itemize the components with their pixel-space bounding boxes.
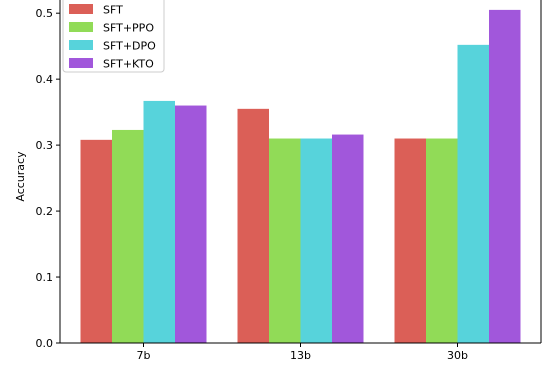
bar-sft-30b	[395, 139, 427, 343]
y-tick-label: 0.0	[36, 337, 54, 350]
legend-label: SFT	[103, 4, 123, 17]
legend-swatch	[69, 58, 93, 68]
bar-sft-7b	[81, 140, 113, 343]
legend: SFT SFT+PPO SFT+DPO SFT+KTO	[63, 0, 164, 72]
legend-label: SFT+KTO	[103, 58, 154, 71]
legend-label: SFT+PPO	[103, 22, 154, 35]
y-tick-label: 0.4	[36, 73, 54, 86]
bar-sft-ppo-30b	[426, 139, 458, 343]
x-tick-label: 30b	[447, 349, 468, 362]
bar-sft-kto-30b	[489, 10, 521, 343]
bar-sft-kto-7b	[175, 106, 207, 343]
y-axis-label: Accuracy	[14, 151, 27, 202]
y-tick-label: 0.1	[36, 271, 54, 284]
x-tick-label: 13b	[290, 349, 311, 362]
bar-sft-dpo-7b	[144, 101, 176, 343]
legend-swatch	[69, 40, 93, 50]
y-tick-label: 0.5	[36, 7, 54, 20]
y-tick-label: 0.2	[36, 205, 54, 218]
bar-sft-ppo-13b	[269, 139, 301, 343]
bar-sft-ppo-7b	[112, 130, 144, 343]
legend-label: SFT+DPO	[103, 40, 156, 53]
bar-sft-dpo-30b	[458, 45, 490, 343]
bar-sft-dpo-13b	[301, 139, 333, 343]
legend-swatch	[69, 4, 93, 14]
y-tick-label: 0.3	[36, 139, 54, 152]
legend-swatch	[69, 22, 93, 32]
bar-sft-kto-13b	[332, 135, 364, 343]
x-tick-label: 7b	[137, 349, 151, 362]
bar-sft-13b	[238, 109, 270, 343]
